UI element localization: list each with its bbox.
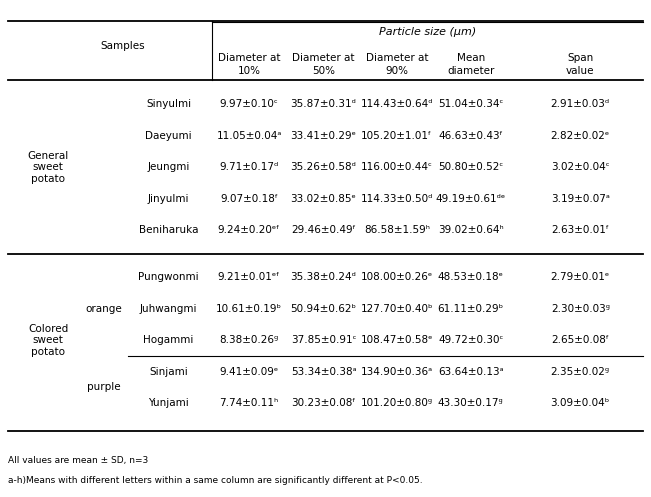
Text: 11.05±0.04ᵃ: 11.05±0.04ᵃ [216, 131, 282, 141]
Text: 33.02±0.85ᵉ: 33.02±0.85ᵉ [290, 194, 357, 204]
Text: 2.82±0.02ᵉ: 2.82±0.02ᵉ [551, 131, 610, 141]
Text: 33.41±0.29ᵉ: 33.41±0.29ᵉ [290, 131, 357, 141]
Text: 30.23±0.08ᶠ: 30.23±0.08ᶠ [291, 398, 356, 408]
Text: 3.09±0.04ᵇ: 3.09±0.04ᵇ [551, 398, 610, 408]
Text: 2.79±0.01ᵉ: 2.79±0.01ᵉ [551, 272, 610, 282]
Text: 43.30±0.17ᵍ: 43.30±0.17ᵍ [438, 398, 504, 408]
Text: 49.72±0.30ᶜ: 49.72±0.30ᶜ [438, 335, 503, 345]
Text: 108.00±0.26ᵉ: 108.00±0.26ᵉ [361, 272, 433, 282]
Text: 9.97±0.10ᶜ: 9.97±0.10ᶜ [219, 99, 279, 109]
Text: 63.64±0.13ᵃ: 63.64±0.13ᵃ [438, 367, 503, 377]
Text: 116.00±0.44ᶜ: 116.00±0.44ᶜ [361, 162, 433, 172]
Text: 134.90±0.36ᵃ: 134.90±0.36ᵃ [361, 367, 433, 377]
Text: Hogammi: Hogammi [143, 335, 194, 345]
Text: 114.43±0.64ᵈ: 114.43±0.64ᵈ [361, 99, 433, 109]
Text: 8.38±0.26ᵍ: 8.38±0.26ᵍ [219, 335, 279, 345]
Text: 2.30±0.03ᵍ: 2.30±0.03ᵍ [551, 304, 610, 314]
Text: 29.46±0.49ᶠ: 29.46±0.49ᶠ [291, 225, 356, 235]
Text: 114.33±0.50ᵈ: 114.33±0.50ᵈ [361, 194, 433, 204]
Text: 2.35±0.02ᵍ: 2.35±0.02ᵍ [551, 367, 610, 377]
Text: Beniharuka: Beniharuka [139, 225, 199, 235]
Text: 2.63±0.01ᶠ: 2.63±0.01ᶠ [551, 225, 609, 235]
Text: Jeungmi: Jeungmi [147, 162, 190, 172]
Text: Mean
diameter: Mean diameter [447, 53, 494, 76]
Text: 101.20±0.80ᵍ: 101.20±0.80ᵍ [361, 398, 433, 408]
Text: Yunjami: Yunjami [148, 398, 189, 408]
Text: Daeyumi: Daeyumi [145, 131, 192, 141]
Text: 53.34±0.38ᵃ: 53.34±0.38ᵃ [291, 367, 356, 377]
Text: All values are mean ± SD, n=3: All values are mean ± SD, n=3 [8, 456, 148, 465]
Text: 35.26±0.58ᵈ: 35.26±0.58ᵈ [290, 162, 357, 172]
Text: a-h)Means with different letters within a same column are significantly differen: a-h)Means with different letters within … [8, 476, 422, 485]
Text: 7.74±0.11ʰ: 7.74±0.11ʰ [219, 398, 279, 408]
Text: 50.80±0.52ᶜ: 50.80±0.52ᶜ [438, 162, 503, 172]
Text: 37.85±0.91ᶜ: 37.85±0.91ᶜ [291, 335, 356, 345]
Text: orange: orange [85, 304, 122, 314]
Text: Samples: Samples [101, 41, 145, 51]
Text: 9.24±0.20ᵉᶠ: 9.24±0.20ᵉᶠ [218, 225, 280, 235]
Text: 46.63±0.43ᶠ: 46.63±0.43ᶠ [438, 131, 503, 141]
Text: 39.02±0.64ʰ: 39.02±0.64ʰ [438, 225, 504, 235]
Text: Span
value: Span value [566, 53, 594, 76]
Text: 108.47±0.58ᵉ: 108.47±0.58ᵉ [361, 335, 433, 345]
Text: 48.53±0.18ᵉ: 48.53±0.18ᵉ [437, 272, 504, 282]
Text: Colored
sweet
potato: Colored sweet potato [28, 324, 68, 357]
Text: Juhwangmi: Juhwangmi [140, 304, 197, 314]
Text: 49.19±0.61ᵈᵉ: 49.19±0.61ᵈᵉ [436, 194, 506, 204]
Text: 51.04±0.34ᶜ: 51.04±0.34ᶜ [438, 99, 503, 109]
Text: 35.38±0.24ᵈ: 35.38±0.24ᵈ [290, 272, 357, 282]
Text: Pungwonmi: Pungwonmi [138, 272, 199, 282]
Text: 2.65±0.08ᶠ: 2.65±0.08ᶠ [551, 335, 609, 345]
Text: 9.07±0.18ᶠ: 9.07±0.18ᶠ [220, 194, 278, 204]
Text: Sinjami: Sinjami [149, 367, 188, 377]
Text: 9.41±0.09ᵉ: 9.41±0.09ᵉ [219, 367, 279, 377]
Text: 3.19±0.07ᵃ: 3.19±0.07ᵃ [551, 194, 610, 204]
Text: Diameter at
10%: Diameter at 10% [218, 53, 281, 76]
Text: Diameter at
90%: Diameter at 90% [366, 53, 428, 76]
Text: 50.94±0.62ᵇ: 50.94±0.62ᵇ [290, 304, 357, 314]
Text: General
sweet
potato: General sweet potato [27, 151, 69, 184]
Text: 3.02±0.04ᶜ: 3.02±0.04ᶜ [551, 162, 609, 172]
Text: Diameter at
50%: Diameter at 50% [292, 53, 355, 76]
Text: Sinyulmi: Sinyulmi [146, 99, 191, 109]
Text: 127.70±0.40ᵇ: 127.70±0.40ᵇ [361, 304, 433, 314]
Text: 105.20±1.01ᶠ: 105.20±1.01ᶠ [361, 131, 432, 141]
Text: 86.58±1.59ʰ: 86.58±1.59ʰ [364, 225, 430, 235]
Text: 61.11±0.29ᵇ: 61.11±0.29ᵇ [437, 304, 504, 314]
Text: Particle size (μm): Particle size (μm) [379, 27, 477, 37]
Text: Jinyulmi: Jinyulmi [148, 194, 189, 204]
Text: 35.87±0.31ᵈ: 35.87±0.31ᵈ [290, 99, 357, 109]
Text: purple: purple [87, 382, 120, 392]
Text: 10.61±0.19ᵇ: 10.61±0.19ᵇ [216, 304, 282, 314]
Text: 9.71±0.17ᵈ: 9.71±0.17ᵈ [219, 162, 279, 172]
Text: 9.21±0.01ᵉᶠ: 9.21±0.01ᵉᶠ [218, 272, 280, 282]
Text: 2.91±0.03ᵈ: 2.91±0.03ᵈ [551, 99, 610, 109]
